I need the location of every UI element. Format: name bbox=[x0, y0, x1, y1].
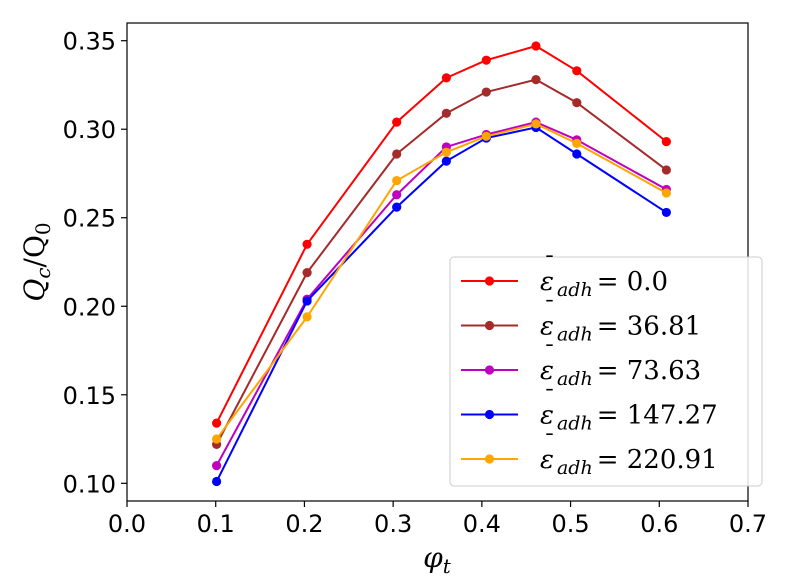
data-point bbox=[572, 66, 582, 76]
data-point bbox=[531, 119, 541, 129]
data-point bbox=[302, 312, 312, 322]
y-tick-label: 0.35 bbox=[63, 28, 116, 56]
legend-label: ε¯adh = 220.91 bbox=[540, 431, 718, 479]
y-tick-label: 0.25 bbox=[63, 205, 116, 233]
legend-box bbox=[449, 256, 763, 487]
y-tick-label: 0.30 bbox=[63, 116, 116, 144]
series-line-1 bbox=[215, 78, 667, 445]
legend-swatch-marker bbox=[484, 409, 495, 420]
data-point bbox=[212, 460, 222, 471]
data-point bbox=[531, 41, 541, 51]
legend-bar: ¯ bbox=[544, 298, 555, 323]
x-axis-label: φt bbox=[423, 541, 452, 578]
legend-subscript: adh bbox=[557, 457, 593, 479]
legend-bar: ¯ bbox=[544, 253, 555, 278]
legend-symbol: ε bbox=[540, 312, 554, 342]
legend-value: 73.63 bbox=[627, 356, 701, 386]
x-tick-label: 0.3 bbox=[374, 510, 412, 538]
data-point bbox=[661, 207, 671, 218]
legend-swatch-marker bbox=[484, 365, 495, 375]
series-line-0 bbox=[215, 45, 668, 424]
legend-subscript: adh bbox=[557, 368, 593, 390]
legend-swatch-marker bbox=[484, 454, 495, 464]
legend-swatch-marker bbox=[484, 276, 495, 286]
y-axis-label-q: Q bbox=[18, 279, 51, 302]
x-axis-ticks: 0.0 0.1 0.2 0.3 0.4 0.5 0.6 0.7 bbox=[108, 501, 767, 538]
data-point bbox=[572, 138, 582, 148]
data-point bbox=[531, 75, 541, 85]
data-point bbox=[481, 55, 491, 65]
data-point bbox=[572, 98, 582, 108]
legend-symbol: ε bbox=[540, 445, 554, 475]
data-point bbox=[212, 476, 222, 487]
data-point bbox=[392, 149, 402, 159]
legend-equals: = bbox=[597, 401, 627, 431]
data-point bbox=[441, 73, 451, 83]
data-point bbox=[302, 239, 312, 249]
legend-bar: ¯ bbox=[544, 342, 555, 367]
legend-bar: ¯ bbox=[544, 387, 555, 412]
legend-value: 147.27 bbox=[627, 401, 718, 431]
x-axis-label-sub: t bbox=[443, 554, 452, 578]
series-line-4 bbox=[215, 122, 667, 440]
data-point bbox=[302, 296, 312, 306]
legend-equals: = bbox=[597, 445, 627, 475]
x-tick-label: 0.6 bbox=[640, 510, 678, 538]
legend-subscript: adh bbox=[557, 324, 593, 346]
data-point bbox=[441, 156, 451, 166]
data-point bbox=[661, 165, 671, 175]
y-tick-label: 0.10 bbox=[63, 470, 116, 498]
data-point bbox=[441, 108, 451, 118]
legend-label: ε¯adh = 73.63 bbox=[540, 342, 701, 390]
legend-swatch-marker bbox=[484, 320, 495, 331]
data-point bbox=[392, 202, 402, 212]
legend-equals: = bbox=[597, 267, 627, 297]
chart-marks bbox=[212, 41, 671, 487]
series-line-2 bbox=[215, 121, 667, 467]
data-point bbox=[661, 137, 671, 147]
data-point bbox=[481, 131, 491, 141]
legend-label: ε¯adh = 0.0 bbox=[540, 253, 668, 301]
legend-bar: ¯ bbox=[544, 431, 555, 456]
data-point bbox=[212, 418, 222, 428]
x-tick-label: 0.5 bbox=[551, 510, 589, 538]
data-point bbox=[481, 87, 491, 97]
data-point bbox=[572, 149, 582, 159]
x-axis-label-main: φ bbox=[423, 541, 443, 574]
legend-label: ε¯adh = 147.27 bbox=[540, 387, 718, 435]
y-axis-label-sub-c: c bbox=[31, 267, 55, 278]
legend-value: 36.81 bbox=[627, 312, 701, 342]
y-axis-label-sub-0: 0 bbox=[31, 222, 55, 235]
y-tick-label: 0.20 bbox=[63, 293, 116, 321]
series-line-3 bbox=[215, 126, 667, 482]
data-point bbox=[392, 117, 402, 127]
x-tick-label: 0.7 bbox=[729, 510, 767, 538]
data-point bbox=[392, 175, 402, 186]
legend-subscript: adh bbox=[557, 279, 593, 301]
legend-value: 0.0 bbox=[627, 267, 668, 297]
x-tick-label: 0.2 bbox=[285, 510, 323, 538]
y-axis-label-slash: /Q bbox=[18, 235, 51, 267]
y-tick-label: 0.15 bbox=[63, 382, 116, 410]
data-point bbox=[661, 188, 671, 198]
data-point bbox=[392, 190, 402, 200]
legend-equals: = bbox=[597, 356, 627, 386]
legend-symbol: ε bbox=[540, 356, 554, 386]
y-axis-label: Qc/Q0 bbox=[18, 222, 55, 301]
x-tick-label: 0.0 bbox=[108, 510, 146, 538]
legend-value: 220.91 bbox=[627, 445, 718, 475]
legend-label: ε¯adh = 36.81 bbox=[540, 298, 701, 346]
x-tick-label: 0.4 bbox=[463, 510, 501, 538]
legend-symbol: ε bbox=[540, 401, 554, 431]
legend-symbol: ε bbox=[540, 267, 554, 297]
data-point bbox=[212, 434, 222, 444]
legend-subscript: adh bbox=[557, 413, 593, 435]
legend-equals: = bbox=[597, 312, 627, 342]
y-axis-ticks: 0.10 0.15 0.20 0.25 0.30 0.35 bbox=[63, 28, 127, 498]
legend: ε¯adh = 0.0ε¯adh = 36.81ε¯adh = 73.63ε¯adh =… bbox=[449, 253, 763, 487]
data-point bbox=[441, 147, 451, 157]
x-tick-label: 0.1 bbox=[197, 510, 235, 538]
data-point bbox=[302, 268, 312, 278]
